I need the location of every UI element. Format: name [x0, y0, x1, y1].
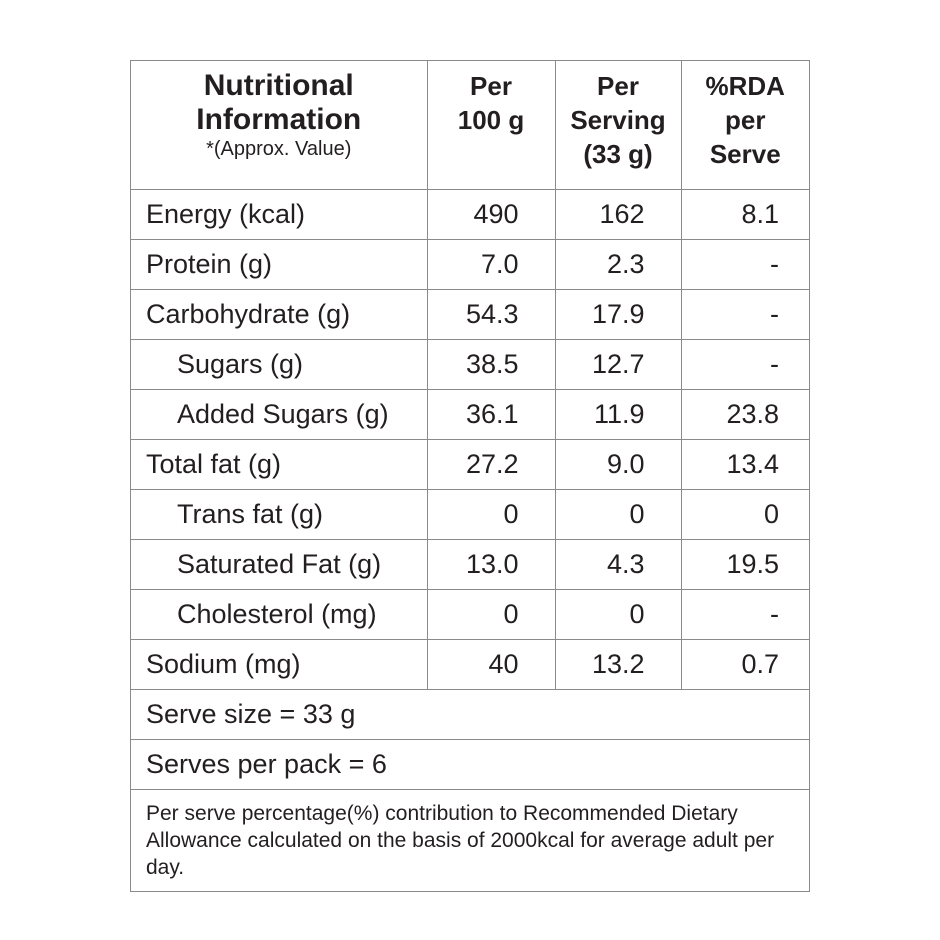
footnote: Per serve percentage(%) contribution to …: [131, 789, 809, 891]
per-100g-value: 27.2: [426, 439, 556, 490]
table-row: Energy (kcal) 490 162 8.1: [131, 189, 809, 240]
table-row: Carbohydrate (g) 54.3 17.9-: [131, 289, 809, 340]
table-row: Trans fat (g) 0 0 0: [131, 489, 809, 540]
nutrient-label: Sodium (mg): [131, 639, 428, 690]
per-serving-value: 0: [554, 489, 682, 540]
table-row: Sugars (g) 38.5 12.7-: [131, 339, 809, 390]
nutrient-label: Energy (kcal): [131, 189, 428, 240]
per-serving-value: 2.3: [554, 239, 682, 290]
header-row: Nutritional Information *(Approx. Value)…: [131, 61, 809, 190]
table-title-line1: Nutritional: [203, 69, 354, 102]
header-rda-line2: per: [725, 105, 766, 135]
header-per-100g: Per 100 g: [426, 61, 556, 190]
header-title-cell: Nutritional Information *(Approx. Value): [131, 61, 428, 190]
per-serving-value: 13.2: [554, 639, 682, 690]
header-per-100g-line2: 100 g: [457, 105, 525, 135]
nutrient-label: Carbohydrate (g): [131, 289, 428, 340]
nutrition-table: Nutritional Information *(Approx. Value)…: [131, 61, 809, 891]
header-rda: %RDA per Serve: [680, 61, 809, 190]
nutrient-label: Total fat (g): [131, 439, 428, 490]
header-rda-line3: Serve: [709, 139, 781, 169]
rda-value: 13.4: [680, 439, 809, 490]
rda-value: 8.1: [680, 189, 809, 240]
table-row: Saturated Fat (g) 13.0 4.3 19.5: [131, 539, 809, 590]
per-100g-value: 0: [426, 489, 556, 540]
per-serving-value: 9.0: [554, 439, 682, 490]
rda-value: -: [680, 239, 809, 290]
table-row: Protein (g) 7.0 2.3-: [131, 239, 809, 290]
header-per-serving: Per Serving (33 g): [554, 61, 682, 190]
serve-size: Serve size = 33 g: [131, 689, 809, 740]
per-serving-value: 11.9: [554, 389, 682, 440]
serves-per-pack-row: Serves per pack = 6: [131, 739, 809, 790]
header-per-serving-line3: (33 g): [583, 139, 653, 169]
table-row: Sodium (mg) 40 13.2 0.7: [131, 639, 809, 690]
per-100g-value: 36.1: [426, 389, 556, 440]
per-100g-value: 490: [426, 189, 556, 240]
table-row: Total fat (g) 27.2 9.0 13.4: [131, 439, 809, 490]
nutrient-label: Trans fat (g): [131, 489, 428, 540]
rda-value: 0: [680, 489, 809, 540]
nutrient-label: Protein (g): [131, 239, 428, 290]
per-serving-value: 162: [554, 189, 682, 240]
table-title-line2: Information: [196, 103, 362, 136]
serve-size-row: Serve size = 33 g: [131, 689, 809, 740]
rda-value: -: [680, 339, 809, 390]
table-subtitle: *(Approx. Value): [206, 138, 352, 160]
nutrient-label: Saturated Fat (g): [131, 539, 428, 590]
per-100g-value: 13.0: [426, 539, 556, 590]
rda-value: 19.5: [680, 539, 809, 590]
per-serving-value: 17.9: [554, 289, 682, 340]
rda-value: -: [680, 589, 809, 640]
rda-value: -: [680, 289, 809, 340]
per-serving-value: 12.7: [554, 339, 682, 390]
per-serving-value: 4.3: [554, 539, 682, 590]
nutrient-label: Sugars (g): [131, 339, 428, 390]
per-100g-value: 7.0: [426, 239, 556, 290]
header-per-serving-line2: Serving: [570, 105, 666, 135]
nutrient-label: Added Sugars (g): [131, 389, 428, 440]
footnote-row: Per serve percentage(%) contribution to …: [131, 789, 809, 891]
per-100g-value: 54.3: [426, 289, 556, 340]
header-per-100g-line1: Per: [470, 71, 512, 101]
nutrition-panel: Nutritional Information *(Approx. Value)…: [130, 60, 810, 892]
table-row: Cholesterol (mg) 0 0-: [131, 589, 809, 640]
rda-value: 23.8: [680, 389, 809, 440]
serves-per-pack: Serves per pack = 6: [131, 739, 809, 790]
per-100g-value: 0: [426, 589, 556, 640]
per-100g-value: 40: [426, 639, 556, 690]
header-rda-line1: %RDA: [705, 71, 785, 101]
header-per-serving-line1: Per: [597, 71, 639, 101]
per-serving-value: 0: [554, 589, 682, 640]
table-row: Added Sugars (g) 36.1 11.9 23.8: [131, 389, 809, 440]
per-100g-value: 38.5: [426, 339, 556, 390]
rda-value: 0.7: [680, 639, 809, 690]
nutrient-label: Cholesterol (mg): [131, 589, 428, 640]
